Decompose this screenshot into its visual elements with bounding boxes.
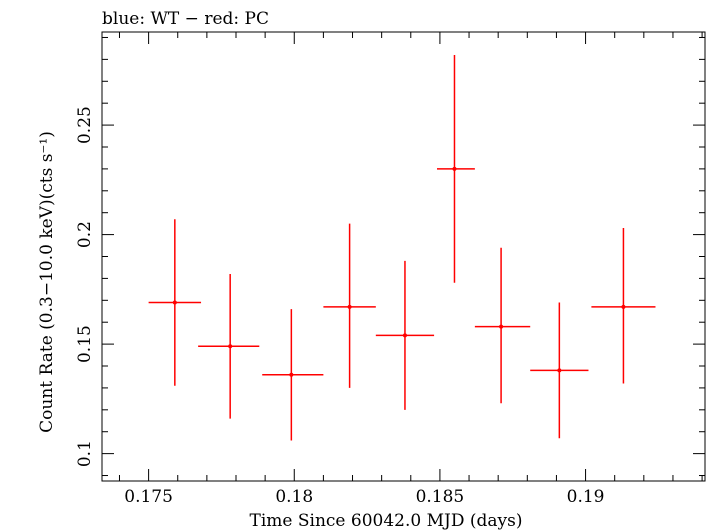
data-point [148,219,202,386]
y-axis-label: Count Rate (0.3−10.0 keV)(cts s⁻¹) [37,131,57,433]
y-axis-ticks: 0.1 0.15 0.2 0.25 [75,36,705,477]
point-marker [499,324,504,329]
x-tick-label: 0.19 [567,487,605,507]
data-point [530,302,589,439]
y-tick-label: 0.15 [75,325,95,363]
point-marker [289,372,294,377]
data-point [262,309,324,441]
point-marker [621,304,626,309]
point-marker [172,300,177,305]
y-tick-label: 0.2 [75,221,95,248]
x-axis-label: Time Since 60042.0 MJD (days) [250,511,523,531]
point-marker [402,333,407,338]
x-tick-label: 0.175 [124,487,173,507]
chart-title: blue: WT − red: PC [102,9,269,29]
y-tick-label: 0.1 [75,440,95,467]
point-marker [347,304,352,309]
point-marker [228,344,233,349]
x-tick-label: 0.18 [275,487,313,507]
point-marker [557,368,562,373]
point-marker [452,166,457,171]
x-axis-ticks: 0.175 0.18 0.185 0.19 [118,32,703,507]
data-point [198,274,260,419]
data-point [437,54,475,283]
data-point [474,247,531,404]
data-point [375,260,435,410]
plot-frame [101,31,706,482]
x-tick-label: 0.185 [416,487,465,507]
y-tick-label: 0.25 [75,106,95,144]
data-point [591,228,656,384]
data-point [323,223,376,388]
data-points [148,54,656,441]
